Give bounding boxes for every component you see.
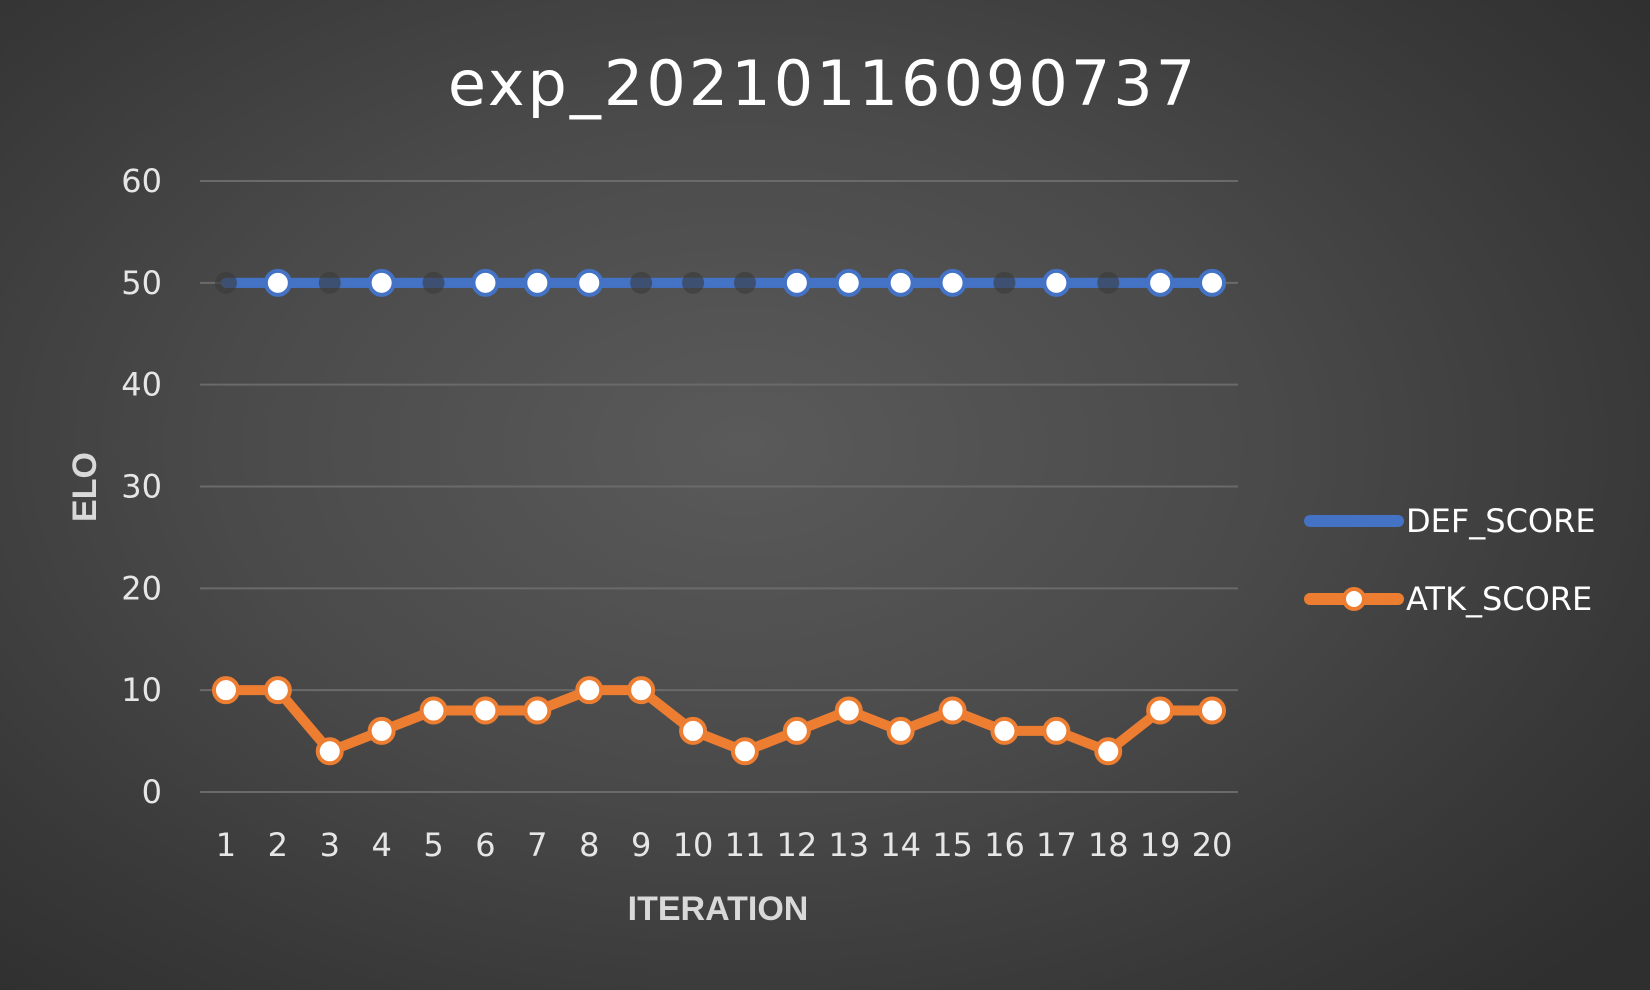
data-point — [630, 271, 653, 294]
data-point — [211, 676, 240, 705]
data-point — [1146, 696, 1175, 725]
data-point — [1146, 268, 1175, 297]
data-point — [1198, 696, 1227, 725]
data-point — [1097, 271, 1120, 294]
data-point — [627, 676, 656, 705]
data-point — [1042, 268, 1071, 297]
data-point — [730, 737, 759, 766]
series-def-score — [214, 268, 1227, 297]
data-point — [422, 271, 445, 294]
gridlines — [200, 180, 1238, 793]
x-tick-label: 3 — [320, 826, 340, 864]
data-point — [886, 268, 915, 297]
y-axis-label: ELO — [66, 452, 104, 522]
x-tick-label: 9 — [631, 826, 651, 864]
x-tick-label: 16 — [984, 826, 1025, 864]
data-point — [263, 268, 292, 297]
x-tick-label: 14 — [880, 826, 921, 864]
data-point — [990, 716, 1019, 745]
data-point — [419, 696, 448, 725]
legend: DEF_SCORE ATK_SCORE — [1304, 502, 1596, 618]
data-point — [318, 271, 341, 294]
data-point — [679, 716, 708, 745]
y-axis-ticks: 0 10 20 30 40 50 60 — [121, 162, 162, 811]
y-tick-label: 60 — [121, 162, 162, 200]
x-tick-label: 19 — [1140, 826, 1181, 864]
data-point — [367, 268, 396, 297]
x-tick-label: 13 — [828, 826, 869, 864]
data-point — [315, 737, 344, 766]
x-tick-label: 10 — [673, 826, 714, 864]
data-point — [834, 268, 863, 297]
x-axis-label: ITERATION — [628, 890, 809, 928]
x-tick-label: 15 — [932, 826, 973, 864]
data-point — [471, 268, 500, 297]
series-layer — [211, 268, 1227, 766]
data-point — [214, 271, 237, 294]
data-point — [834, 696, 863, 725]
chart-title: exp_20210116090737 — [448, 47, 1198, 120]
y-tick-label: 0 — [142, 773, 162, 811]
data-point — [993, 271, 1016, 294]
data-point — [523, 696, 552, 725]
data-point — [886, 716, 915, 745]
series-atk-score — [211, 676, 1227, 766]
x-tick-label: 7 — [527, 826, 547, 864]
data-point — [733, 271, 756, 294]
x-tick-label: 5 — [423, 826, 443, 864]
data-point — [263, 676, 292, 705]
data-point — [782, 268, 811, 297]
x-tick-label: 20 — [1192, 826, 1233, 864]
data-point — [471, 696, 500, 725]
data-point — [575, 676, 604, 705]
x-tick-label: 12 — [776, 826, 817, 864]
y-tick-label: 20 — [121, 569, 162, 607]
x-tick-label: 11 — [725, 826, 766, 864]
data-point — [523, 268, 552, 297]
x-tick-label: 17 — [1036, 826, 1077, 864]
y-tick-label: 10 — [121, 671, 162, 709]
x-axis-ticks: 1 2 3 4 5 6 7 8 9 10 11 12 13 14 15 16 17 18 19 20 — [216, 826, 1233, 864]
x-tick-label: 4 — [371, 826, 391, 864]
legend-label: DEF_SCORE — [1406, 502, 1596, 540]
data-point — [1094, 737, 1123, 766]
legend-item: ATK_SCORE — [1304, 580, 1592, 618]
x-tick-label: 6 — [475, 826, 495, 864]
data-point — [682, 271, 705, 294]
legend-label: ATK_SCORE — [1406, 580, 1592, 618]
legend-item: DEF_SCORE — [1304, 502, 1596, 540]
legend-marker — [1342, 587, 1366, 611]
x-tick-label: 2 — [268, 826, 288, 864]
data-point — [367, 716, 396, 745]
data-point — [575, 268, 604, 297]
y-tick-label: 50 — [121, 264, 162, 302]
y-tick-label: 30 — [121, 468, 162, 506]
data-point — [938, 268, 967, 297]
data-point — [1042, 716, 1071, 745]
x-tick-label: 1 — [216, 826, 236, 864]
x-tick-label: 8 — [579, 826, 599, 864]
data-point — [782, 716, 811, 745]
data-point — [1198, 268, 1227, 297]
y-tick-label: 40 — [121, 366, 162, 404]
x-tick-label: 18 — [1088, 826, 1129, 864]
data-point — [938, 696, 967, 725]
